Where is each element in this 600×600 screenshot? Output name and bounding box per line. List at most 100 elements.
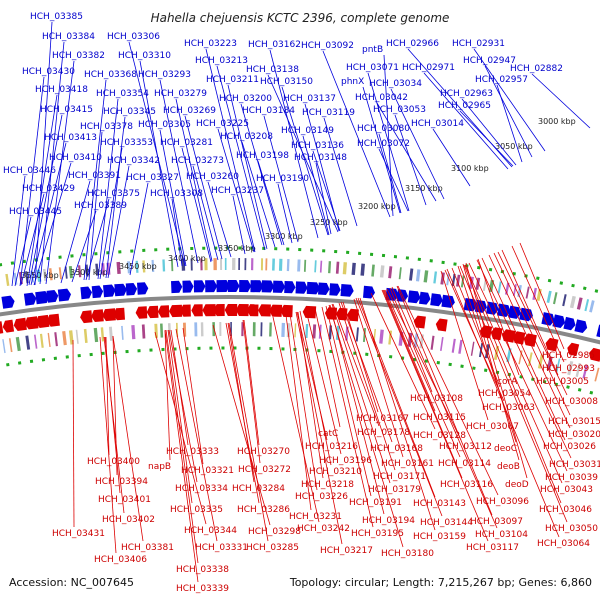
gene-label-reverse: HCH_03171 (373, 472, 426, 482)
gene-callout-line-reverse (462, 263, 520, 461)
gene-label-forward: HCH_03382 (52, 51, 105, 61)
gene-label-forward: phnX (341, 77, 364, 87)
gene-label-reverse: HCH_03115 (413, 413, 466, 423)
gene-label-reverse: HCH_03394 (95, 477, 148, 487)
gene-label-forward: HCH_03053 (373, 105, 426, 115)
gene-callout-line-forward (269, 49, 319, 239)
gene-callout-line-forward (33, 162, 72, 286)
gene-callout-line-forward (11, 175, 26, 287)
gene-label-reverse: HCH_03159 (413, 532, 466, 542)
gene-label-forward: HCH_03213 (195, 56, 248, 66)
gene-callout-line-reverse (481, 257, 566, 441)
gene-label-reverse: HCH_03067 (466, 422, 519, 432)
gene-callout-line-reverse (297, 311, 324, 479)
gc-skew-ring-outer (0, 246, 600, 294)
gene-callout-line-forward (241, 141, 276, 248)
gene-callout-line-forward (281, 86, 329, 236)
gene-label-reverse: HCH_03112 (439, 442, 492, 452)
gene-callout-line-reverse (359, 297, 436, 531)
gene-callout-line-reverse (242, 319, 261, 464)
kbp-tick-label: 3300 kbp (265, 232, 303, 241)
gene-callout-line-forward (459, 110, 514, 167)
gene-callout-line-forward (473, 48, 546, 152)
genome-backbone (0, 295, 600, 345)
gene-label-forward: HCH_03138 (246, 65, 299, 75)
gene-label-forward: HCH_02931 (452, 39, 505, 49)
gene-label-reverse: HCH_03168 (370, 444, 423, 454)
gene-label-forward: HCH_03198 (236, 151, 289, 161)
gene-label-forward: HCH_03137 (283, 94, 336, 104)
reverse-strand-track (0, 304, 600, 362)
gene-label-forward: HCH_03354 (96, 89, 149, 99)
gene-callout-line-forward (217, 128, 255, 253)
kbp-tick-label: 3450 kbp (119, 262, 157, 271)
gene-callout-line-forward (484, 65, 533, 158)
gene-label-forward: HCH_03389 (74, 201, 127, 211)
gene-label-forward: HCH_03391 (68, 171, 121, 181)
gene-callout-line-reverse (321, 306, 374, 528)
gene-callout-line-forward (216, 65, 266, 251)
gene-label-forward: HCH_03305 (138, 120, 191, 130)
gene-label-forward: HCH_02882 (510, 64, 563, 74)
gene-label-forward: HCH_03223 (184, 39, 237, 49)
gene-label-reverse: HCH_03339 (176, 584, 229, 594)
gene-callout-line-forward (171, 198, 183, 267)
gene-label-forward: HCH_03429 (22, 184, 75, 194)
gene-callout-line-forward (14, 216, 32, 287)
kbp-tick-label: 3150 kbp (405, 184, 443, 193)
gene-callout-line-forward (175, 98, 213, 262)
gene-callout-line-reverse (325, 305, 372, 497)
gene-callout-line-reverse (383, 289, 436, 412)
gene-label-forward: HCH_03260 (186, 172, 239, 182)
gene-callout-line-reverse (212, 324, 271, 526)
gene-callout-line-forward (390, 88, 445, 200)
gene-callout-line-reverse (355, 297, 443, 517)
gene-label-forward: HCH_03119 (302, 108, 355, 118)
gene-label-forward: HCH_02971 (402, 63, 455, 73)
gene-callout-line-forward (181, 147, 212, 263)
gene-label-reverse: catC (318, 429, 338, 439)
gene-label-reverse: HCH_03161 (381, 459, 434, 469)
gene-callout-line-forward (315, 162, 332, 235)
gene-label-reverse: napB (148, 462, 171, 472)
gene-label-reverse: HCH_03046 (539, 505, 592, 515)
gene-label-forward: HCH_03092 (301, 41, 354, 51)
gene-callout-line-forward (30, 142, 67, 286)
gene-label-reverse: HCH_03331 (195, 543, 248, 553)
gene-callout-line-forward (367, 72, 410, 212)
gene-callout-line-forward (39, 41, 65, 285)
gene-callout-line-reverse (451, 267, 501, 388)
kbp-tick-label: 3050 kbp (495, 142, 533, 151)
gene-callout-line-forward (323, 117, 358, 227)
gene-label-reverse: HCH_03333 (166, 447, 219, 457)
topology-label: Topology: circular; Length: 7,215,267 bp… (289, 576, 592, 589)
gene-callout-line-reverse (493, 252, 571, 416)
gene-callout-line-reverse (464, 264, 563, 484)
gene-label-forward: HCH_03136 (291, 141, 344, 151)
gene-callout-line-reverse (299, 310, 332, 466)
gene-callout-line-reverse (396, 285, 493, 516)
gene-label-reverse: HCH_03321 (181, 466, 234, 476)
gene-callout-line-reverse (164, 329, 199, 583)
gene-callout-line-reverse (314, 307, 341, 428)
gene-label-reverse: HCH_03097 (470, 517, 523, 527)
gene-callout-line-forward (99, 147, 123, 280)
gene-label-reverse: HCH_03116 (440, 480, 493, 490)
gene-callout-line-forward (60, 180, 91, 284)
gene-label-forward: HCH_03184 (242, 106, 295, 116)
gene-callout-line-reverse (103, 336, 125, 514)
gene-label-forward: HCH_02966 (386, 39, 439, 49)
gene-callout-line-forward (232, 195, 246, 255)
gene-callout-line-reverse (168, 329, 198, 483)
gene-label-reverse: HCH_03334 (175, 484, 228, 494)
gene-callout-line-forward (19, 76, 45, 287)
gene-label-forward: HCH_03080 (357, 124, 410, 134)
gene-label-forward: HCH_03378 (80, 122, 133, 132)
gene-callout-line-reverse (225, 322, 260, 504)
gene-label-forward: HCH_03410 (49, 153, 102, 163)
gene-callout-line-forward (496, 84, 523, 163)
gene-callout-line-reverse (112, 335, 144, 542)
